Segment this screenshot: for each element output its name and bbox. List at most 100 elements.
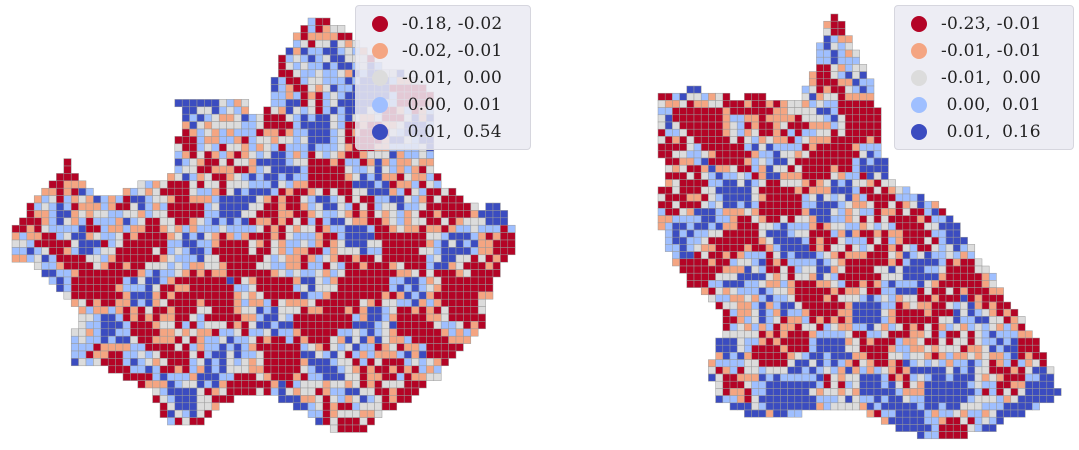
map-cell	[744, 179, 752, 188]
map-cell	[11, 247, 20, 256]
map-cell	[722, 193, 731, 202]
map-cell	[909, 229, 918, 238]
map-cell	[981, 294, 990, 303]
map-cell	[751, 186, 760, 195]
map-cell	[396, 291, 405, 300]
map-cell	[292, 365, 301, 374]
map-cell	[366, 254, 375, 263]
map-cell	[337, 343, 346, 352]
map-cell	[418, 239, 427, 248]
map-cell	[794, 136, 803, 144]
map-cell	[945, 316, 954, 324]
map-cell	[830, 150, 839, 159]
map-cell	[852, 164, 860, 173]
map-cell	[722, 150, 731, 159]
legend-item: 0.00, 0.01	[905, 91, 1063, 118]
map-cell	[477, 276, 486, 285]
map-cell	[381, 380, 390, 389]
map-cell	[411, 291, 420, 300]
map-cell	[270, 217, 279, 226]
map-cell	[844, 150, 853, 159]
map-cell	[931, 373, 940, 382]
map-cell	[285, 232, 294, 241]
map-cell	[808, 78, 817, 87]
map-cell	[830, 294, 839, 303]
map-cell	[218, 173, 227, 182]
map-cell	[988, 308, 997, 317]
map-cell	[765, 244, 774, 252]
map-cell	[352, 239, 361, 248]
map-cell	[211, 395, 220, 404]
map-cell	[931, 294, 940, 303]
map-cell	[837, 28, 846, 36]
map-cell	[181, 284, 190, 293]
map-cell	[374, 165, 383, 174]
map-cell	[686, 143, 695, 152]
map-cell	[837, 380, 846, 389]
map-cell	[93, 350, 102, 359]
map-cell	[233, 173, 242, 182]
map-cell	[78, 321, 87, 330]
map-cell	[159, 395, 168, 404]
map-cell	[945, 409, 954, 418]
map-cell	[403, 232, 412, 241]
map-cell	[837, 244, 846, 252]
map-cell	[736, 128, 745, 137]
map-cell	[880, 287, 889, 296]
map-cell	[902, 294, 911, 303]
map-cell	[137, 276, 146, 285]
map-cell	[63, 202, 72, 211]
map-cell	[329, 62, 338, 71]
map-cell	[736, 251, 745, 260]
map-cell	[115, 261, 124, 270]
map-cell	[801, 200, 810, 209]
map-cell	[270, 224, 279, 233]
map-cell	[189, 165, 198, 174]
map-cell	[285, 313, 294, 322]
map-cell	[866, 200, 875, 209]
map-cell	[808, 208, 817, 216]
map-cell	[278, 387, 287, 396]
map-cell	[196, 217, 205, 226]
map-cell	[765, 330, 774, 339]
map-cell	[859, 344, 868, 353]
map-cell	[765, 186, 774, 195]
map-cell	[359, 173, 368, 182]
map-cell	[787, 316, 796, 324]
map-cell	[852, 373, 860, 382]
map-cell	[729, 280, 738, 288]
map-cell	[686, 251, 695, 260]
map-cell	[159, 217, 168, 226]
map-cell	[307, 99, 316, 108]
map-cell	[315, 180, 324, 189]
map-cell	[159, 187, 168, 196]
map-cell	[374, 306, 383, 315]
map-cell	[292, 158, 301, 167]
map-cell	[93, 276, 102, 285]
map-cell	[396, 372, 405, 381]
map-cell	[285, 387, 294, 396]
map-cell	[873, 344, 882, 353]
map-cell	[189, 313, 198, 322]
map-cell	[888, 337, 896, 346]
map-cell	[137, 350, 146, 359]
map-cell	[292, 321, 301, 330]
map-cell	[765, 337, 774, 346]
map-cell	[844, 316, 853, 324]
map-cell	[426, 313, 435, 322]
map-cell	[78, 358, 87, 367]
map-cell	[909, 352, 918, 360]
map-cell	[315, 128, 324, 137]
map-cell	[48, 195, 57, 204]
map-cell	[189, 365, 198, 374]
map-cell	[63, 217, 72, 226]
map-cell	[352, 424, 361, 433]
map-cell	[873, 200, 882, 209]
map-cell	[902, 344, 911, 353]
map-cell	[448, 247, 457, 256]
map-cell	[664, 92, 673, 101]
map-cell	[174, 254, 183, 263]
map-cell	[816, 100, 824, 108]
map-cell	[938, 388, 947, 396]
map-cell	[403, 217, 412, 226]
